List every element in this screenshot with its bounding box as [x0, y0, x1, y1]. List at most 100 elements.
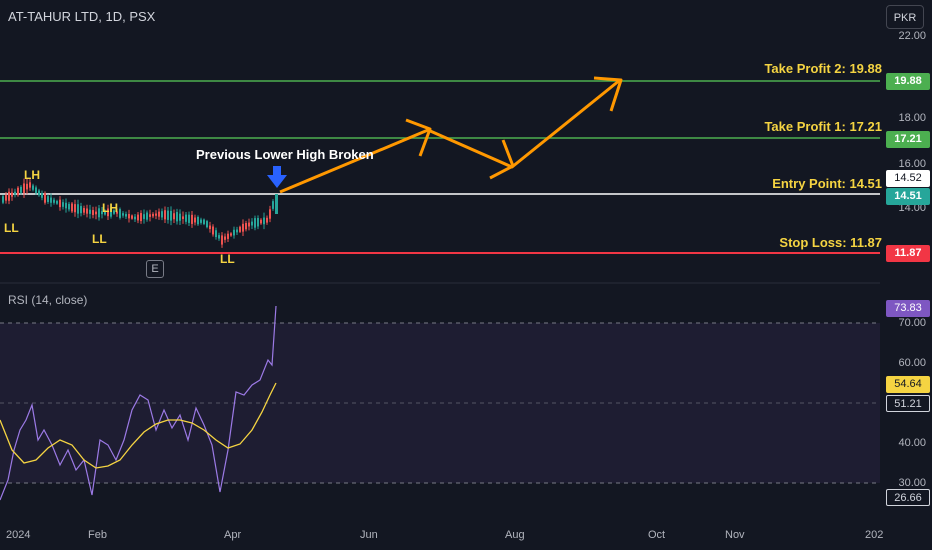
candle-body [65, 202, 67, 209]
candle-body [200, 219, 202, 223]
candle-body [167, 210, 169, 220]
candle-body [176, 212, 178, 222]
candle-body [266, 217, 268, 223]
entry-label: Entry Point: 14.51 [772, 176, 882, 191]
candle-body [5, 195, 7, 201]
rsi-value-badge: 73.83 [886, 300, 930, 317]
candle-body [32, 185, 34, 190]
last-candle [275, 194, 278, 214]
candle-body [119, 209, 121, 218]
candle-body [131, 215, 133, 219]
candle-body [23, 183, 25, 193]
candle-body [188, 214, 190, 223]
candle-body [254, 218, 256, 228]
candle-body [170, 210, 172, 221]
candle-body [80, 206, 82, 214]
candle-body [83, 208, 85, 213]
candle-body [47, 196, 49, 202]
candle-body [44, 193, 46, 203]
rsi-line [0, 305, 277, 501]
candle-body [98, 208, 100, 218]
candle-body [2, 196, 4, 203]
time-tick: Feb [88, 529, 107, 541]
candle-body [230, 233, 232, 236]
time-tick: Apr [224, 529, 242, 541]
entry-badge: 14.51 [886, 188, 930, 205]
currency-button[interactable]: PKR [886, 5, 924, 29]
candle-body [155, 213, 157, 216]
rsi-tick: 40.00 [898, 437, 926, 449]
time-tick: Nov [725, 529, 745, 541]
candle-body [107, 208, 109, 217]
projection-arrowhead-2 [489, 139, 515, 180]
candle-body [41, 192, 43, 198]
projection-arrowhead-3 [593, 76, 623, 112]
candle-body [212, 226, 214, 235]
price-tick: 22.00 [898, 30, 926, 42]
candle-body [128, 214, 130, 219]
candle-body [110, 207, 112, 217]
candle-body [59, 199, 61, 208]
rsi-ma-line [0, 382, 277, 469]
candle-body [221, 235, 223, 245]
candle-body [191, 214, 193, 224]
stop-loss-badge: 11.87 [886, 245, 930, 262]
candle-body [245, 222, 247, 230]
candle-body [194, 217, 196, 223]
candle-body [95, 211, 97, 215]
rsi-title[interactable]: RSI (14, close) [8, 293, 88, 307]
time-tick: Oct [648, 529, 666, 541]
candle-body [158, 211, 160, 217]
pivot-label: LH [102, 201, 118, 215]
candle-body [272, 201, 274, 209]
candle-body [8, 191, 10, 201]
candle-body [149, 214, 151, 217]
pivot-label: LL [92, 232, 107, 246]
candle-body [215, 230, 217, 238]
candle-body [92, 210, 94, 215]
earnings-marker[interactable]: E [146, 260, 164, 278]
candle-body [143, 214, 145, 219]
rsi-tick: 30.00 [898, 477, 926, 489]
time-tick: Jun [360, 529, 378, 541]
candle-body [224, 236, 226, 240]
candle-body [218, 235, 220, 239]
take-profit-2-label: Take Profit 2: 19.88 [764, 61, 882, 76]
candle-body [146, 212, 148, 220]
candle-body [263, 217, 265, 225]
projection-arrowhead-1 [405, 118, 432, 157]
candle-body [86, 208, 88, 214]
candle-body [53, 199, 55, 203]
price-tick: 16.00 [898, 158, 926, 170]
candle-body [269, 209, 271, 219]
projection-path[interactable] [279, 78, 621, 194]
candle-body [152, 213, 154, 217]
price-tick: 18.00 [898, 112, 926, 124]
price-candles [2, 178, 278, 248]
candle-body [248, 222, 250, 227]
candle-body [74, 204, 76, 213]
candle-body [242, 223, 244, 232]
candle-body [134, 216, 136, 220]
take-profit-2-badge: 19.88 [886, 73, 930, 90]
candle-body [236, 229, 238, 233]
rsi-low-badge: 26.66 [886, 489, 930, 506]
candle-body [197, 216, 199, 225]
candle-body [233, 229, 235, 236]
candle-body [71, 203, 73, 212]
breakout-arrow-icon [267, 166, 287, 188]
candle-body [20, 186, 22, 193]
candle-body [173, 213, 175, 220]
candle-body [206, 221, 208, 228]
symbol-title: AT-TAHUR LTD, 1D, PSX [8, 9, 156, 24]
candle-body [203, 219, 205, 225]
candle-body [29, 182, 31, 188]
candle-body [17, 187, 19, 196]
candle-body [227, 233, 229, 239]
candle-body [62, 202, 64, 207]
candle-body [239, 226, 241, 232]
candle-body [185, 214, 187, 222]
breakout-annotation[interactable]: Previous Lower High Broken [196, 147, 374, 162]
take-profit-1-label: Take Profit 1: 17.21 [764, 119, 882, 134]
